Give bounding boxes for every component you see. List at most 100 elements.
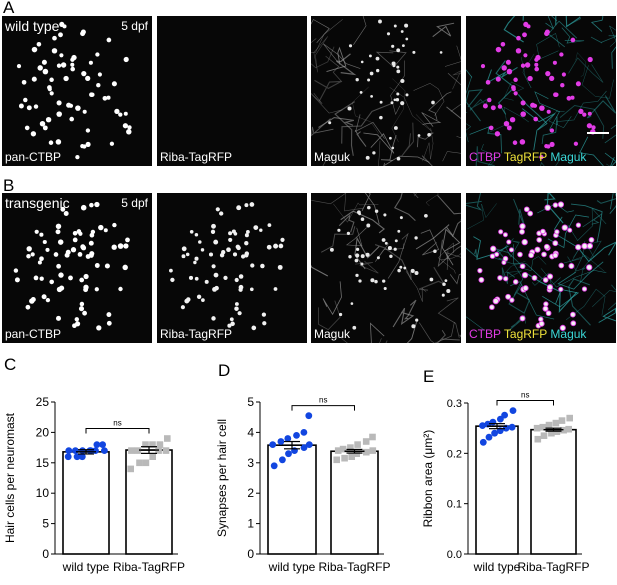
significance-bracket: [496, 400, 554, 406]
y-tick-label: 0: [42, 547, 49, 561]
data-point: [277, 438, 285, 445]
y-tick-label: 0.0: [447, 549, 462, 561]
data-point: [362, 438, 370, 445]
x-tick-label: wild type: [473, 560, 521, 574]
y-tick-label: 10: [36, 486, 50, 500]
channel-label: Maguk: [314, 327, 351, 341]
chart-d: 0 1 2 3 4 5 Synapses per hair cell wild type Rib…: [215, 395, 391, 574]
data-point: [128, 447, 135, 454]
data-point: [79, 447, 86, 454]
channel-label: Riba-TagRFP: [160, 327, 233, 341]
channel-label: pan-CTBP: [5, 327, 62, 341]
data-point: [142, 441, 149, 448]
data-point: [479, 438, 487, 446]
data-point: [508, 423, 516, 431]
y-tick-label: 20: [36, 425, 50, 439]
maguk-legend: Maguk: [550, 150, 587, 164]
data-point: [333, 456, 340, 464]
ctbp-puncta: [16, 21, 132, 160]
data-point: [293, 432, 300, 439]
data-point: [558, 417, 566, 424]
chart-e: 0.0 0.1 0.2 0.3 Ribbon area (μm²) wild typeRi…: [421, 391, 590, 574]
data-point: [552, 419, 560, 427]
data-point: [491, 429, 498, 437]
image-a-tagrfp: Riba-TagRFP: [157, 16, 307, 166]
data-point: [300, 429, 308, 436]
panel-letter-c: C: [4, 355, 17, 374]
significance-bracket: [85, 427, 150, 434]
data-point: [339, 445, 347, 453]
scale-bar: [587, 132, 609, 134]
stage-label: 5 dpf: [121, 196, 148, 210]
data-point: [305, 441, 313, 448]
data-point: [334, 447, 342, 454]
data-point: [560, 426, 567, 434]
data-point: [545, 421, 553, 429]
tagrfp-legend: TagRFP: [503, 327, 548, 341]
channel-label: Maguk: [314, 150, 351, 164]
data-point: [353, 450, 360, 457]
bar: [62, 451, 110, 555]
significance-label: ns: [113, 418, 121, 427]
chart-c: 0 5 10 15 20 25 Hair cells per neuromast wild t…: [3, 395, 185, 574]
image-a-merge: CTBP TagRFP Maguk: [466, 16, 616, 166]
bar: [475, 425, 519, 555]
channel-label: Riba-TagRFP: [160, 150, 233, 164]
tagrfp-legend: TagRFP: [503, 150, 548, 164]
y-tick-label: 15: [36, 456, 50, 470]
data-point: [149, 441, 156, 448]
y-tick-label: 25: [36, 395, 50, 409]
bar: [530, 428, 577, 555]
image-a-maguk: Maguk: [311, 16, 461, 166]
data-point: [162, 447, 170, 454]
bar: [267, 444, 317, 555]
data-point: [539, 423, 547, 431]
significance-bracket: [291, 405, 355, 411]
condition-label: wild type: [5, 18, 60, 34]
significance-label: ns: [319, 396, 327, 405]
y-tick-label: 0.1: [447, 499, 462, 511]
y-tick-label: 2: [247, 486, 254, 500]
merge-fibers: [466, 16, 616, 166]
data-point: [479, 422, 486, 429]
data-point: [565, 425, 572, 433]
maguk-legend: Maguk: [550, 327, 587, 341]
y-tick-label: 1: [247, 517, 254, 531]
data-point: [93, 441, 101, 448]
bar: [330, 450, 379, 555]
x-tick-label: Riba-TagRFP: [318, 560, 390, 574]
y-tick-label: 0.3: [447, 398, 462, 410]
data-point: [369, 433, 376, 441]
y-tick-label: 5: [42, 517, 49, 531]
data-point: [534, 435, 542, 443]
y-axis-label: Ribbon area (μm²): [421, 430, 435, 528]
data-point: [284, 435, 292, 442]
condition-label: transgenic: [5, 195, 70, 211]
data-point: [149, 453, 156, 460]
image-b-ctbp: transgenic 5 dpf pan-CTBP: [2, 193, 152, 343]
data-point: [72, 447, 79, 454]
panel-letter-b: B: [3, 176, 15, 195]
maguk-fibers: [311, 193, 461, 343]
merge-puncta: [477, 201, 595, 331]
data-point: [156, 441, 164, 448]
data-point: [136, 459, 143, 467]
data-point: [300, 444, 308, 451]
data-point: [548, 429, 555, 437]
panel-letter-a: A: [3, 0, 15, 17]
y-tick-label: 3: [247, 456, 254, 470]
maguk-fibers: [311, 16, 461, 166]
data-point: [269, 441, 277, 448]
x-tick-label: Riba-TagRFP: [517, 560, 589, 574]
data-point: [509, 407, 517, 414]
merge-label: CTBP TagRFP Maguk: [469, 150, 586, 164]
data-point: [348, 453, 355, 460]
data-point: [99, 441, 106, 448]
data-point: [369, 447, 377, 454]
data-point: [566, 414, 573, 422]
data-point: [270, 462, 278, 470]
data-point: [347, 444, 354, 451]
x-tick-label: wild type: [268, 560, 316, 574]
merge-puncta: [480, 21, 596, 160]
